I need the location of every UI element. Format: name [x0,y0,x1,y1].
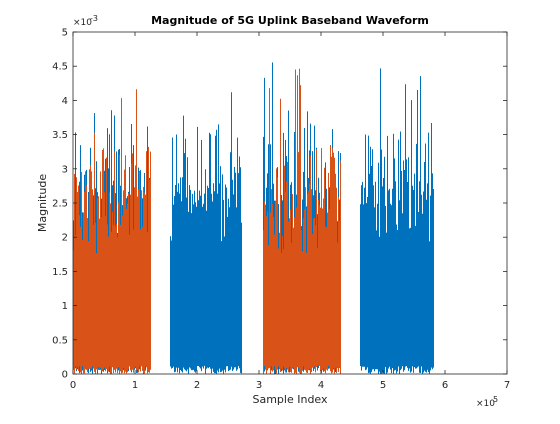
y-tick-label: 2 [62,233,68,244]
plot-area: 0 1 2 3 4 5 6 7 0 0.5 1 1.5 2 2.5 3 3.5 4 4.5 5 [52,28,510,392]
x-tick-label: 1 [132,380,138,391]
x-exponent: 5 [493,395,498,404]
y-tick-label: 3 [62,164,68,175]
x-tick-label: 7 [504,380,510,391]
y-tick-label: 0.5 [52,335,68,346]
series-2-burst-1 [73,89,151,374]
chart-title: Magnitude of 5G Uplink Baseband Waveform [151,14,429,27]
x-axis-label: Sample Index [252,393,328,406]
x-exponent-label: ×10 5 [476,395,498,409]
y-tick-label: 4 [62,96,68,107]
y-tick-label: 1 [62,301,68,312]
series-layer [73,62,434,374]
y-tick-label: 4.5 [52,62,68,73]
x-tick-label: 0 [70,380,76,391]
y-exponent-label: ×10 -3 [73,14,98,28]
y-tick-label: 1.5 [52,267,68,278]
y-exponent: -3 [90,14,98,23]
series-2 [73,68,341,374]
y-tick-label: 3.5 [52,130,68,141]
y-axis-label: Magnitude [36,174,49,233]
series-1-burst-4 [360,68,434,374]
ticks-layer: 0 1 2 3 4 5 6 7 0 0.5 1 1.5 2 2.5 3 3.5 4 4.5 5 [52,28,510,392]
x-tick-label: 6 [442,380,448,391]
x-tick-label: 3 [256,380,262,391]
x-tick-label: 5 [380,380,386,391]
y-tick-label: 2.5 [52,199,68,210]
y-tick-label: 0 [62,370,68,381]
x-tick-label: 2 [194,380,200,391]
y-tick-label: 5 [62,28,68,39]
x-tick-label: 4 [318,380,324,391]
y-multiplier: ×10 [73,18,92,28]
series-2-burst-2 [263,68,341,374]
series-1-burst-2 [170,92,242,374]
x-multiplier: ×10 [476,399,495,409]
